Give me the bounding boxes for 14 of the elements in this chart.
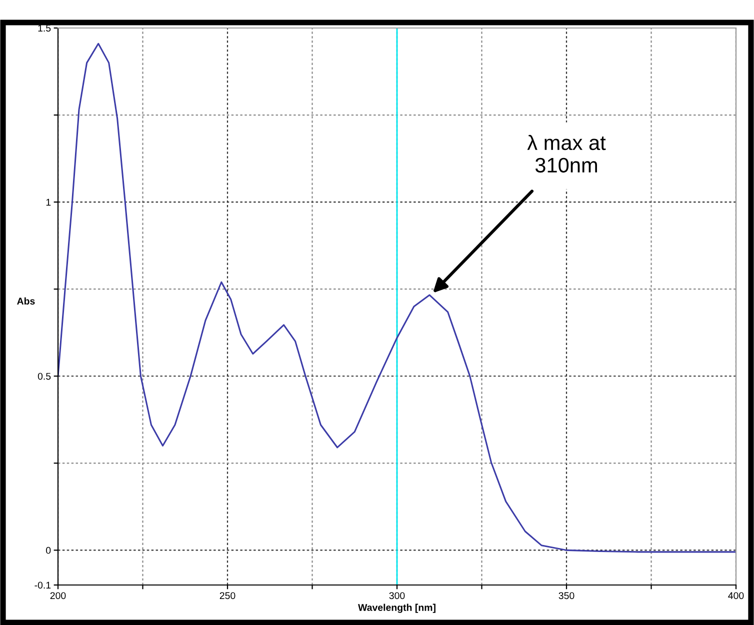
x-tick-label: 350: [558, 592, 574, 600]
annotation: λ max at 310nm: [527, 134, 606, 173]
y-tick-label: -0.1: [34, 582, 51, 589]
y-tick-label: 0.5: [38, 372, 51, 380]
x-axis-title: Wavelength [nm]: [358, 604, 436, 613]
x-tick-label: 200: [50, 592, 66, 600]
x-tick-label: 400: [728, 592, 744, 600]
x-tick-label: 300: [389, 592, 405, 600]
y-tick-label: 1: [46, 198, 51, 206]
y-tick-label: 0: [46, 546, 51, 554]
line-series: [58, 42, 736, 553]
x-tick-label: 250: [220, 592, 236, 600]
y-axis-title: Abs: [17, 297, 35, 305]
y-tick-label: 1.5: [38, 24, 51, 32]
